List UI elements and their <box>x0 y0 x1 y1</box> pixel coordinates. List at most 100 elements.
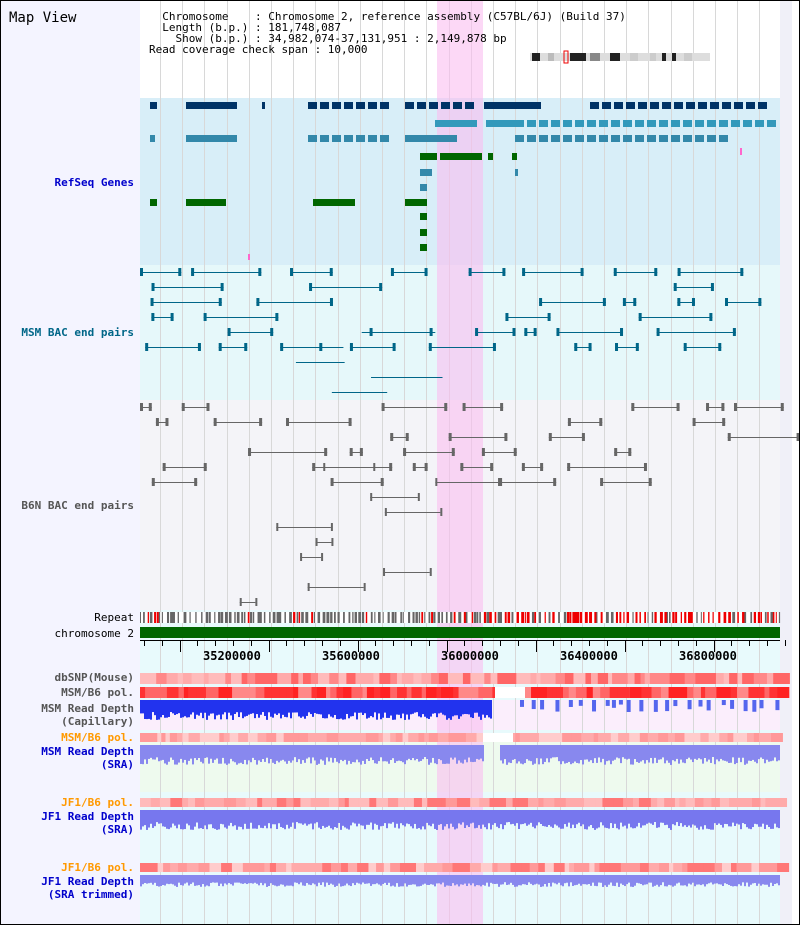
msm-depth-sra-bar <box>446 745 448 764</box>
msm-bac-pair <box>656 332 736 333</box>
msm-depth-cap-bar <box>264 700 266 716</box>
msm-pol-cell <box>705 687 718 698</box>
jf1-pol-trimmed-cell <box>269 863 282 872</box>
jf1-depth-bar <box>158 810 160 824</box>
repeat-mark <box>486 612 490 623</box>
jf1-depth-trimmed-bar <box>218 875 220 886</box>
jf1-pol-trimmed-cell <box>416 863 429 872</box>
msm-bac-label[interactable]: MSM BAC end pairs <box>21 326 134 339</box>
jf1-depth-bar <box>726 810 728 825</box>
msm-pol-sra-cell <box>738 733 751 742</box>
msm-depth-sra-bar <box>244 745 246 760</box>
gene-feature <box>599 135 608 142</box>
jf1-depth-bar <box>738 810 740 825</box>
jf1-depth-trimmed-bar <box>164 875 166 886</box>
axis-tick <box>429 640 430 646</box>
msm-depth-sra-bar <box>364 745 366 764</box>
jf1-depth-bar <box>410 810 412 827</box>
dbsnp-cell <box>675 673 688 684</box>
jf1-depth-trimmed-bar <box>692 875 694 883</box>
gene-feature <box>740 148 742 155</box>
repeat-mark <box>732 612 736 623</box>
b6n-bac-label[interactable]: B6N BAC end pairs <box>21 499 134 512</box>
msm-bac-pair-end <box>574 343 578 351</box>
msm-depth-sra-bar <box>596 745 598 763</box>
msm-depth-cap-bar <box>478 700 480 717</box>
axis-tick <box>411 640 412 646</box>
msm-bac-pair-end <box>275 313 279 321</box>
msm-depth-sra-bar <box>420 745 422 761</box>
jf1-depth-trimmed-bar <box>156 875 158 886</box>
msm-depth-cap-bar <box>314 700 316 713</box>
jf1-depth-trimmed-bar <box>482 875 484 885</box>
jf1-depth-trimmed-bar <box>608 875 610 885</box>
b6n-bac-pair-end <box>165 418 169 426</box>
gene-feature <box>731 120 740 127</box>
msm-pol-sra-cell <box>382 733 395 742</box>
msm-depth-sra-bar <box>348 745 350 761</box>
msm-pol-sra-cell <box>348 733 361 742</box>
msm-pol-sra-cell <box>149 733 162 742</box>
jf1-depth-bar <box>268 810 270 824</box>
jf1-pol-trimmed-cell <box>744 863 757 872</box>
jf1-depth-bar <box>622 810 624 827</box>
msm-bac-pair <box>218 347 248 348</box>
jf1-depth-trimmed-bar <box>452 875 454 884</box>
jf1-depth-bar <box>736 810 738 824</box>
jf1-depth-trimmed-bar <box>260 875 262 883</box>
axis-tick <box>340 640 341 646</box>
jf1-depth-bar <box>754 810 756 824</box>
jf1-depth-trimmed-bar <box>206 875 208 886</box>
msm-bac-pair <box>331 392 388 393</box>
axis-tick <box>215 640 216 646</box>
b6n-bac-pair-end <box>628 448 632 456</box>
axis-tick <box>660 640 661 646</box>
jf1-depth-bar <box>702 810 704 830</box>
dbsnp-cell <box>470 673 483 684</box>
msm-bac-pair-end <box>732 328 736 336</box>
jf1-depth-trimmed-bar <box>436 875 438 884</box>
repeat-mark <box>361 612 365 623</box>
jf1-pol-cell <box>470 798 483 807</box>
jf1-depth-trimmed-bar <box>194 875 196 886</box>
repeat-mark <box>236 612 240 623</box>
jf1-depth-bar <box>360 810 362 826</box>
dbsnp-cell <box>649 673 662 684</box>
msm-depth-sra-bar <box>758 745 760 760</box>
gene-feature <box>515 120 524 127</box>
gene-feature <box>308 135 317 142</box>
gene-feature <box>488 153 493 160</box>
jf1-depth-trimmed-bar <box>214 875 216 883</box>
msm-depth-sra-bar <box>546 745 548 759</box>
msm-bac-pair-end <box>428 343 432 351</box>
b6n-bac-pair-end <box>380 478 384 486</box>
jf1-depth-trimmed-bar <box>648 875 650 883</box>
jf1-depth-bar <box>190 810 192 830</box>
jf1-depth-bar <box>730 810 732 827</box>
b6n-bac-pair <box>300 557 322 558</box>
repeat-mark <box>753 612 757 623</box>
gene-feature <box>512 153 517 160</box>
jf1-depth-bar <box>552 810 554 828</box>
jf1-depth-bar <box>396 810 398 824</box>
refseq-label[interactable]: RefSeq Genes <box>54 176 134 189</box>
jf1-depth-bar <box>270 810 272 829</box>
jf1-depth-trimmed-bar <box>772 875 774 886</box>
msm-depth-cap-bar <box>192 700 194 713</box>
jf1-pol-cell <box>679 798 692 807</box>
msm-depth-cap-bar <box>436 700 438 718</box>
msm-depth-sra-bar <box>646 745 648 761</box>
b6n-bac-pair <box>706 407 725 408</box>
msm-depth-sra-bar <box>308 745 310 758</box>
jf1-depth-bar <box>404 810 406 827</box>
jf1-depth-bar <box>648 810 650 823</box>
axis-tick <box>482 640 483 646</box>
jf1-depth-bar <box>402 810 404 826</box>
jf1-depth-trimmed-bar <box>264 875 266 884</box>
dbsnp-cell <box>310 673 323 684</box>
jf1-depth-bar <box>332 810 334 830</box>
msm-depth-cap-bar <box>376 700 378 720</box>
msm-depth-cap-bar <box>665 700 670 712</box>
jf1-depth-trimmed-bar <box>434 875 436 887</box>
